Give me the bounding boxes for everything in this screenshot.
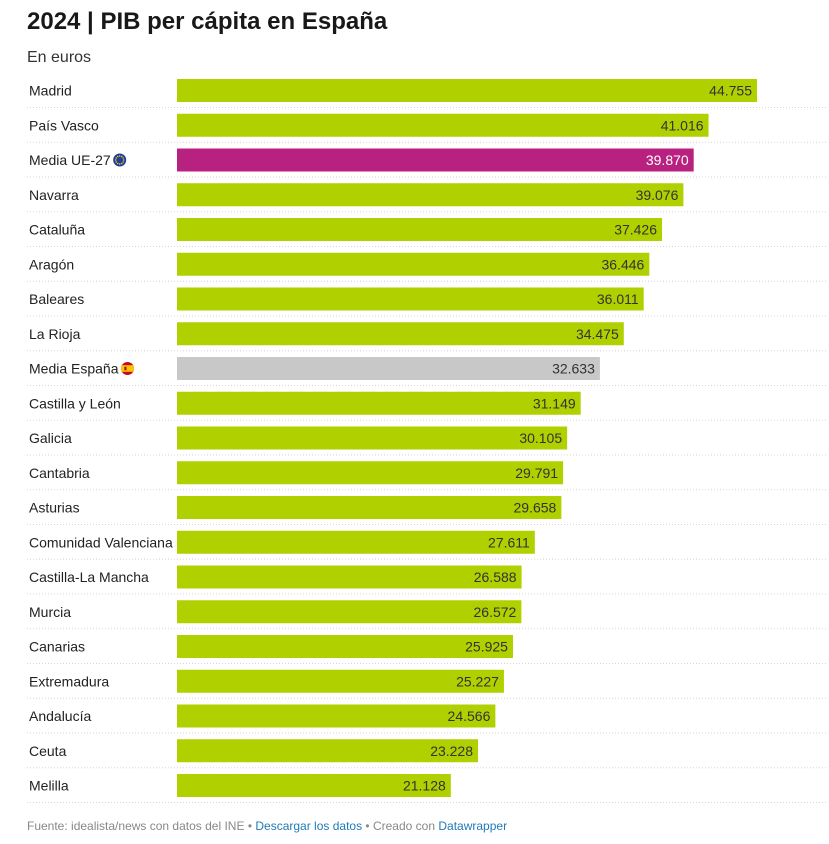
value-label: 39.870 <box>646 152 689 168</box>
footer-separator: • <box>365 819 370 833</box>
category-label: Madrid <box>29 83 72 99</box>
value-label: 29.658 <box>514 500 557 516</box>
value-label: 41.016 <box>661 117 704 133</box>
bar-region <box>177 252 650 276</box>
category-label: Galicia <box>29 430 72 446</box>
value-label: 44.755 <box>709 83 752 99</box>
category-label: Canarias <box>29 639 85 655</box>
chart-subtitle: En euros <box>27 49 92 66</box>
value-label: 23.228 <box>430 743 473 759</box>
value-label: 27.611 <box>488 534 530 550</box>
category-label: Melilla <box>29 778 69 794</box>
bar-region <box>177 600 522 624</box>
value-label: 31.149 <box>533 395 576 411</box>
bar-region <box>177 461 564 485</box>
datawrapper-link[interactable]: Datawrapper <box>438 819 508 833</box>
value-label: 39.076 <box>636 187 679 203</box>
bar-region <box>177 79 757 102</box>
bar-region <box>177 391 581 415</box>
bar-region <box>177 496 562 519</box>
footer-source: Fuente: idealista/news con datos del INE <box>27 819 245 833</box>
value-label: 32.633 <box>552 361 595 377</box>
value-label: 21.128 <box>403 778 446 794</box>
bar-region <box>177 426 568 450</box>
category-label: Asturias <box>29 500 80 516</box>
value-label: 24.566 <box>448 708 491 724</box>
category-label: Andalucía <box>29 708 91 724</box>
category-label: Cataluña <box>29 222 85 238</box>
value-label: 26.572 <box>474 604 517 620</box>
value-label: 29.791 <box>515 465 558 481</box>
bar-chart: Madrid 44.755 País Vasco 41.016 Media UE-27 3… <box>27 79 826 803</box>
category-label: Castilla y León <box>29 395 121 411</box>
category-label: Media España <box>29 361 119 377</box>
spain-flag-icon <box>121 362 135 375</box>
category-label: Extremadura <box>29 673 109 689</box>
value-label: 25.925 <box>465 639 508 655</box>
bar-eu <box>177 148 694 172</box>
category-label: Navarra <box>29 187 79 203</box>
category-label: Castilla-La Mancha <box>29 569 149 585</box>
value-label: 36.446 <box>601 256 644 272</box>
value-label: 26.588 <box>474 569 517 585</box>
bar-region <box>177 113 709 137</box>
category-label: Ceuta <box>29 743 67 759</box>
category-label: Murcia <box>29 604 71 620</box>
bar-region <box>177 739 479 763</box>
bar-region <box>177 322 624 346</box>
bar-region <box>177 704 496 728</box>
bar-region <box>177 287 644 311</box>
bar-spain <box>177 357 600 380</box>
footer: Fuente: idealista/news con datos del INE… <box>27 819 507 833</box>
value-label: 37.426 <box>614 222 657 238</box>
bar-region <box>177 635 513 658</box>
category-label: Aragón <box>29 256 74 272</box>
bar-region <box>177 669 504 693</box>
bar-region <box>177 530 535 554</box>
eu-flag-icon <box>113 153 127 167</box>
category-label: País Vasco <box>29 117 99 133</box>
value-label: 25.227 <box>456 673 499 689</box>
footer-created-with: Creado con <box>372 819 436 833</box>
category-label: La Rioja <box>29 326 81 342</box>
footer-separator: • <box>247 819 253 833</box>
bar-region <box>177 774 451 797</box>
download-data-link[interactable]: Descargar los datos <box>255 819 363 833</box>
value-label: 30.105 <box>519 430 562 446</box>
value-label: 36.011 <box>597 291 639 307</box>
category-label: Cantabria <box>29 465 90 481</box>
bar-region <box>177 183 684 207</box>
category-label: Comunidad Valenciana <box>29 534 173 550</box>
bar-region <box>177 218 663 241</box>
category-label: Media UE-27 <box>29 152 111 168</box>
category-label: Baleares <box>29 291 84 307</box>
value-label: 34.475 <box>576 326 619 342</box>
chart-title: 2024 | PIB per cápita en España <box>27 8 388 35</box>
bar-region <box>177 565 522 589</box>
